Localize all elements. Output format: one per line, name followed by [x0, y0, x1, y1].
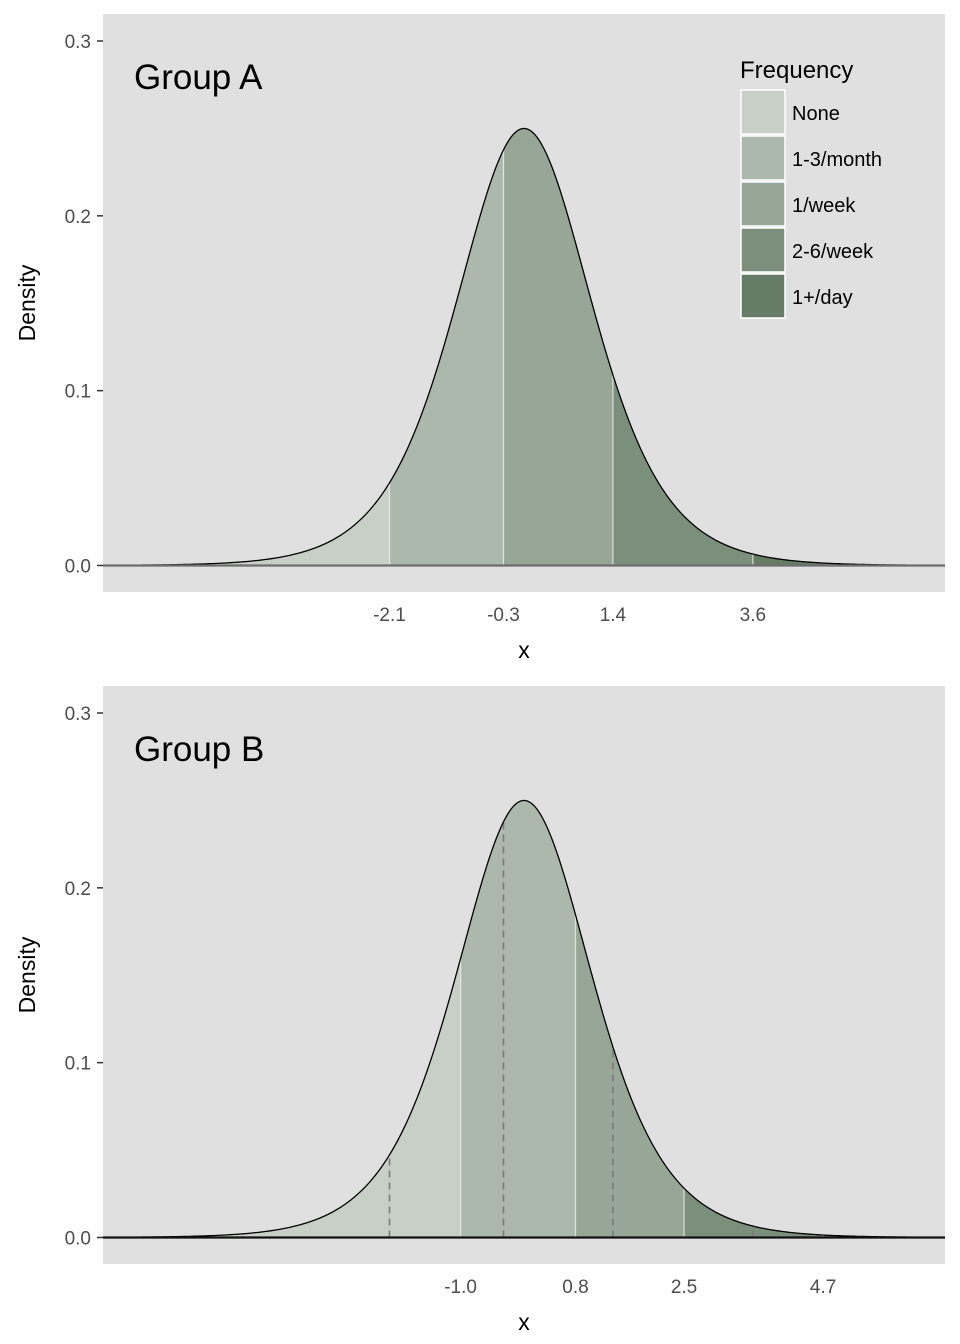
x-tick-label: 4.7 [810, 1277, 836, 1298]
legend-swatch [740, 273, 786, 319]
y-tick-label: 0.3 [65, 704, 91, 725]
density-segment-3 [575, 914, 685, 1238]
y-tick-label: 0.1 [65, 382, 91, 403]
density-segment-1 [141, 958, 461, 1238]
legend-label: None [792, 103, 840, 125]
y-tick-label: 0.0 [65, 556, 91, 577]
legend-swatch [740, 227, 786, 273]
density-segment-2 [389, 149, 504, 566]
x-tick-label: -0.3 [487, 605, 520, 626]
y-tick-label: 0.3 [65, 32, 91, 53]
density-segment-4 [684, 1188, 824, 1238]
x-axis-title: x [518, 637, 530, 663]
x-tick-label: 3.6 [740, 605, 766, 626]
density-segment-3 [503, 128, 613, 566]
density-curve [140, 127, 908, 566]
legend: Frequency None 1-3/month 1/week 2-6/week 1+/d… [740, 57, 882, 319]
x-tick-label: 2.5 [671, 1277, 697, 1298]
y-axis-title: Density [14, 264, 40, 341]
legend-swatch [740, 89, 786, 135]
legend-label: 1+/day [792, 287, 853, 309]
x-axis-title: x [518, 1309, 530, 1335]
panel-group-a: 0.0 0.1 0.2 0.3 -2.1 -0.3 1.4 3.6 x Density Group … [14, 14, 945, 663]
y-tick-label: 0.1 [65, 1054, 91, 1075]
density-curve [140, 799, 908, 1238]
legend-title: Frequency [740, 57, 853, 84]
panel-group-b: 0.0 0.1 0.2 0.3 -1.0 0.8 2.5 4.7 x Density Group B [14, 686, 945, 1335]
legend-label: 1/week [792, 195, 856, 217]
panel-title: Group A [134, 58, 263, 97]
x-tick-label: -2.1 [373, 605, 406, 626]
legend-label: 2-6/week [792, 241, 874, 263]
density-segment-1 [141, 482, 390, 566]
density-segment-4 [612, 374, 753, 566]
y-tick-label: 0.0 [65, 1228, 91, 1249]
x-tick-label: -1.0 [444, 1277, 477, 1298]
legend-label: 1-3/month [792, 149, 882, 171]
y-axis-title: Density [14, 936, 40, 1013]
y-tick-label: 0.2 [65, 207, 91, 228]
panel-title: Group B [134, 730, 264, 769]
y-tick-label: 0.2 [65, 879, 91, 900]
legend-swatch [740, 135, 786, 181]
legend-swatch [740, 181, 786, 227]
density-segment-5 [752, 554, 907, 566]
density-segment-2 [460, 800, 576, 1238]
x-tick-label: 1.4 [600, 605, 627, 626]
x-tick-label: 0.8 [562, 1277, 588, 1298]
